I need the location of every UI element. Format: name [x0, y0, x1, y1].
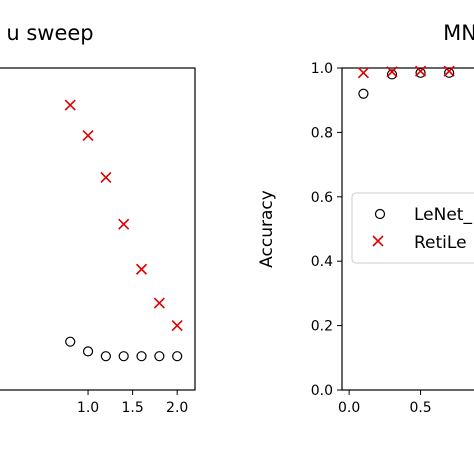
- data-point-x: [357, 67, 369, 79]
- data-point-x: [100, 171, 112, 184]
- x-tick-label: 0.0: [338, 400, 360, 416]
- data-point-x: [171, 320, 183, 332]
- data-point-x: [153, 297, 165, 309]
- right-x-ticks: 0.0 0.5: [338, 390, 432, 416]
- right-points: [357, 65, 455, 99]
- y-tick-label: 0.0: [311, 383, 333, 399]
- legend-label-retile: RetiLe: [414, 233, 467, 253]
- x-tick-label: 1.5: [121, 400, 143, 416]
- y-tick-label: 0.8: [311, 125, 333, 141]
- left-panel: u sweep 1.0 1.5 2.0: [0, 21, 196, 416]
- data-point-circle: [154, 351, 165, 362]
- data-point-x: [82, 130, 94, 142]
- data-point-x: [443, 65, 455, 77]
- right-panel: MN Accuracy 0.0 0.2 0.4 0.6 0.8 1.0 0.0 0.5 Le…: [257, 21, 474, 416]
- data-point-circle: [172, 351, 183, 362]
- data-point-x: [118, 218, 130, 230]
- x-tick-label: 1.0: [77, 400, 99, 416]
- data-point-circle: [358, 88, 369, 99]
- data-point-x: [135, 263, 148, 275]
- data-point-circle: [100, 351, 111, 362]
- legend-marker-x: [372, 235, 384, 247]
- data-point-circle: [415, 67, 426, 78]
- y-tick-label: 0.4: [311, 254, 333, 270]
- data-point-circle: [444, 67, 455, 78]
- x-tick-label: 0.5: [409, 400, 431, 416]
- left-plot-frame: [0, 67, 196, 391]
- data-point-circle: [118, 351, 129, 362]
- y-tick-label: 1.0: [311, 61, 333, 77]
- x-tick-label: 2.0: [166, 400, 188, 416]
- right-y-ticks: 0.0 0.2 0.4 0.6 0.8 1.0: [311, 61, 342, 399]
- data-point-circle: [65, 336, 76, 347]
- right-panel-title: MN: [443, 21, 474, 45]
- left-panel-title: u sweep: [6, 21, 93, 45]
- left-points: [64, 99, 183, 362]
- left-x-ticks: 1.0 1.5 2.0: [77, 390, 188, 416]
- data-point-circle: [136, 351, 147, 362]
- data-point-circle: [386, 69, 398, 80]
- right-y-axis-label: Accuracy: [257, 190, 277, 268]
- legend: LeNet_ RetiLe: [351, 192, 474, 264]
- legend-marker-circle: [374, 208, 386, 220]
- data-point-x: [64, 99, 76, 111]
- data-point-circle: [82, 346, 94, 357]
- data-point-x: [415, 65, 427, 77]
- data-point-x: [386, 66, 398, 78]
- y-tick-label: 0.2: [311, 319, 333, 335]
- y-tick-label: 0.6: [311, 190, 333, 206]
- legend-label-lenet: LeNet_: [414, 205, 472, 225]
